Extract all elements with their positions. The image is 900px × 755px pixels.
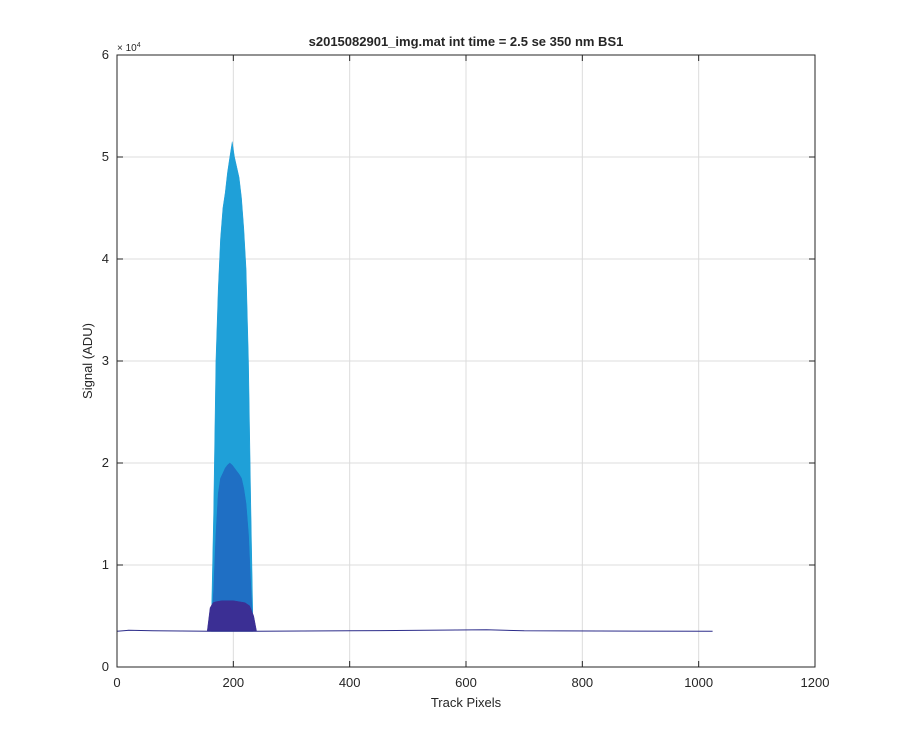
y-tick-label: 4 xyxy=(102,251,109,266)
series-area-2 xyxy=(210,462,254,632)
data-areas xyxy=(116,141,713,632)
x-tick-label: 200 xyxy=(222,675,244,690)
x-tick-label: 400 xyxy=(339,675,361,690)
y-exponent-label: × 104 xyxy=(117,42,141,54)
series-line-baseline xyxy=(116,629,713,632)
chart-title: s2015082901_img.mat int time = 2.5 se 35… xyxy=(309,34,624,49)
y-tick-label: 6 xyxy=(102,47,109,62)
y-tick-label: 3 xyxy=(102,353,109,368)
y-tick-label: 1 xyxy=(102,557,109,572)
x-axis-label: Track Pixels xyxy=(431,695,502,710)
x-tick-label: 1000 xyxy=(684,675,713,690)
x-tick-label: 600 xyxy=(455,675,477,690)
y-tick-label: 5 xyxy=(102,149,109,164)
x-tick-label: 0 xyxy=(113,675,120,690)
y-tick-labels: 0 1 2 3 4 5 6 xyxy=(102,47,109,674)
x-tick-labels: 0 200 400 600 800 1000 1200 xyxy=(113,675,829,690)
x-tick-label: 800 xyxy=(571,675,593,690)
series-area-3 xyxy=(206,600,257,632)
y-axis-label: Signal (ADU) xyxy=(80,323,95,399)
ticks xyxy=(116,54,816,668)
x-tick-label: 1200 xyxy=(801,675,830,690)
y-tick-label: 2 xyxy=(102,455,109,470)
y-tick-label: 0 xyxy=(102,659,109,674)
